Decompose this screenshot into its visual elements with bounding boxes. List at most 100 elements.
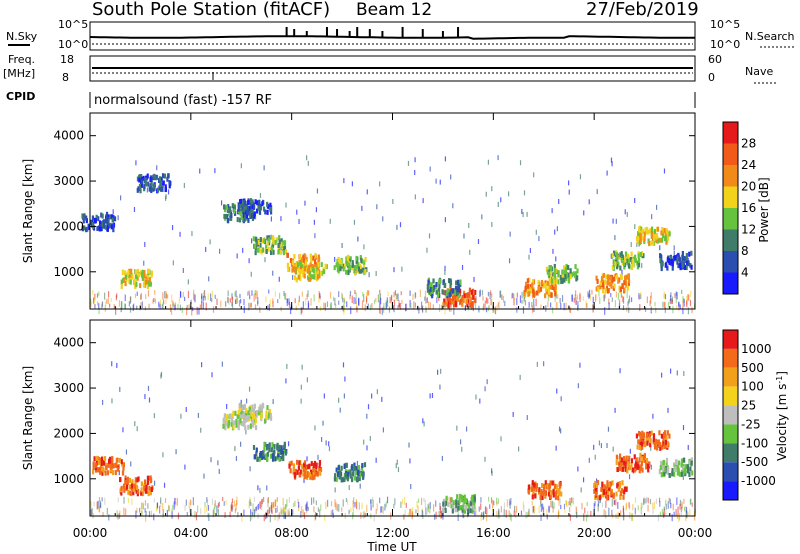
speckle-mark <box>487 298 489 304</box>
echo-mark <box>309 274 312 280</box>
speckle-mark <box>162 302 164 310</box>
speckle-mark <box>628 295 631 303</box>
echo-mark <box>659 445 662 451</box>
speckle-mark <box>393 299 396 307</box>
speckle-mark <box>284 293 286 300</box>
echo-mark <box>467 292 470 298</box>
speckle-mark <box>670 368 672 374</box>
speckle-mark <box>250 302 252 308</box>
echo-mark <box>333 476 337 482</box>
echo-mark <box>309 262 312 268</box>
echo-mark <box>269 206 272 212</box>
echo-mark <box>223 213 226 219</box>
echo-mark <box>532 288 535 294</box>
speckle-mark <box>435 511 437 520</box>
colorbar-tick-label: 8 <box>741 244 749 258</box>
echo-mark <box>470 289 473 295</box>
echo-mark <box>455 280 458 286</box>
echo-mark <box>278 235 281 241</box>
echo-mark <box>314 271 317 277</box>
speckle-mark <box>141 301 143 309</box>
speckle-mark <box>190 500 192 505</box>
speckle-mark <box>339 407 341 413</box>
speckle-mark <box>523 190 526 196</box>
y-tick-label: 3000 <box>53 381 84 395</box>
echo-mark <box>594 491 598 497</box>
speckle-mark <box>685 506 688 513</box>
echo-mark <box>140 487 143 493</box>
speckle-mark <box>599 296 601 305</box>
echo-mark <box>661 226 664 232</box>
speckle-mark <box>617 511 619 519</box>
speckle-mark <box>142 503 144 510</box>
echo-mark <box>309 474 312 480</box>
speckle-mark <box>671 514 673 522</box>
echo-mark <box>101 466 105 472</box>
speckle-mark <box>691 502 693 507</box>
echo-mark <box>461 301 464 307</box>
speckle-mark <box>101 301 104 308</box>
speckle-mark <box>429 502 431 509</box>
speckle-mark <box>653 501 656 510</box>
y-tick-label: 2000 <box>53 219 84 233</box>
echo-mark <box>111 470 115 476</box>
echo-mark <box>239 414 242 420</box>
echo-mark <box>430 282 433 288</box>
speckle-mark <box>619 298 621 304</box>
echo-mark <box>659 253 662 259</box>
echo-mark <box>336 258 339 264</box>
echo-mark <box>143 273 146 279</box>
speckle-mark <box>401 299 403 304</box>
x-tick-label: 20:00 <box>577 526 612 540</box>
speckle-mark <box>533 298 535 306</box>
colorbar-swatch <box>723 424 738 444</box>
echo-mark <box>265 249 268 255</box>
speckle-mark <box>408 442 410 448</box>
speckle-mark <box>480 513 482 522</box>
speckle-mark <box>487 291 490 297</box>
echo-mark <box>273 443 276 449</box>
speckle-mark <box>304 298 307 306</box>
speckle-mark <box>682 425 685 431</box>
echo-mark <box>606 288 610 294</box>
speckle-mark <box>313 497 315 504</box>
echo-mark <box>230 417 234 423</box>
echo-mark <box>287 267 290 273</box>
echo-mark <box>124 274 128 280</box>
echo-mark <box>275 237 278 243</box>
speckle-mark <box>334 297 336 306</box>
speckle-mark <box>307 160 309 166</box>
speckle-mark <box>249 303 251 308</box>
echo-mark <box>353 462 356 468</box>
echo-mark <box>662 233 665 239</box>
echo-mark <box>134 477 137 483</box>
echo-mark <box>317 257 320 263</box>
speckle-mark <box>437 369 439 375</box>
echo-mark <box>293 275 297 281</box>
speckle-mark <box>117 513 119 520</box>
echo-mark <box>621 254 624 260</box>
echo-mark <box>96 455 99 461</box>
speckle-mark <box>631 513 633 522</box>
speckle-mark <box>412 507 414 515</box>
speckle-mark <box>550 302 552 308</box>
speckle-mark <box>248 386 251 392</box>
speckle-mark <box>363 511 365 519</box>
echo-mark <box>612 276 615 282</box>
speckle-mark <box>90 301 92 308</box>
speckle-mark <box>533 172 535 178</box>
speckle-mark <box>557 294 559 299</box>
speckle-mark <box>428 503 430 509</box>
speckle-mark <box>614 407 616 413</box>
echo-mark <box>294 473 297 479</box>
speckle-mark <box>422 418 424 424</box>
echo-mark <box>315 462 318 468</box>
echo-mark <box>127 489 130 495</box>
speckle-mark <box>686 300 688 305</box>
speckle-mark <box>285 202 287 208</box>
speckle-mark <box>396 459 398 465</box>
echo-mark <box>636 463 639 469</box>
echo-mark <box>271 442 274 448</box>
echo-mark <box>261 201 264 207</box>
